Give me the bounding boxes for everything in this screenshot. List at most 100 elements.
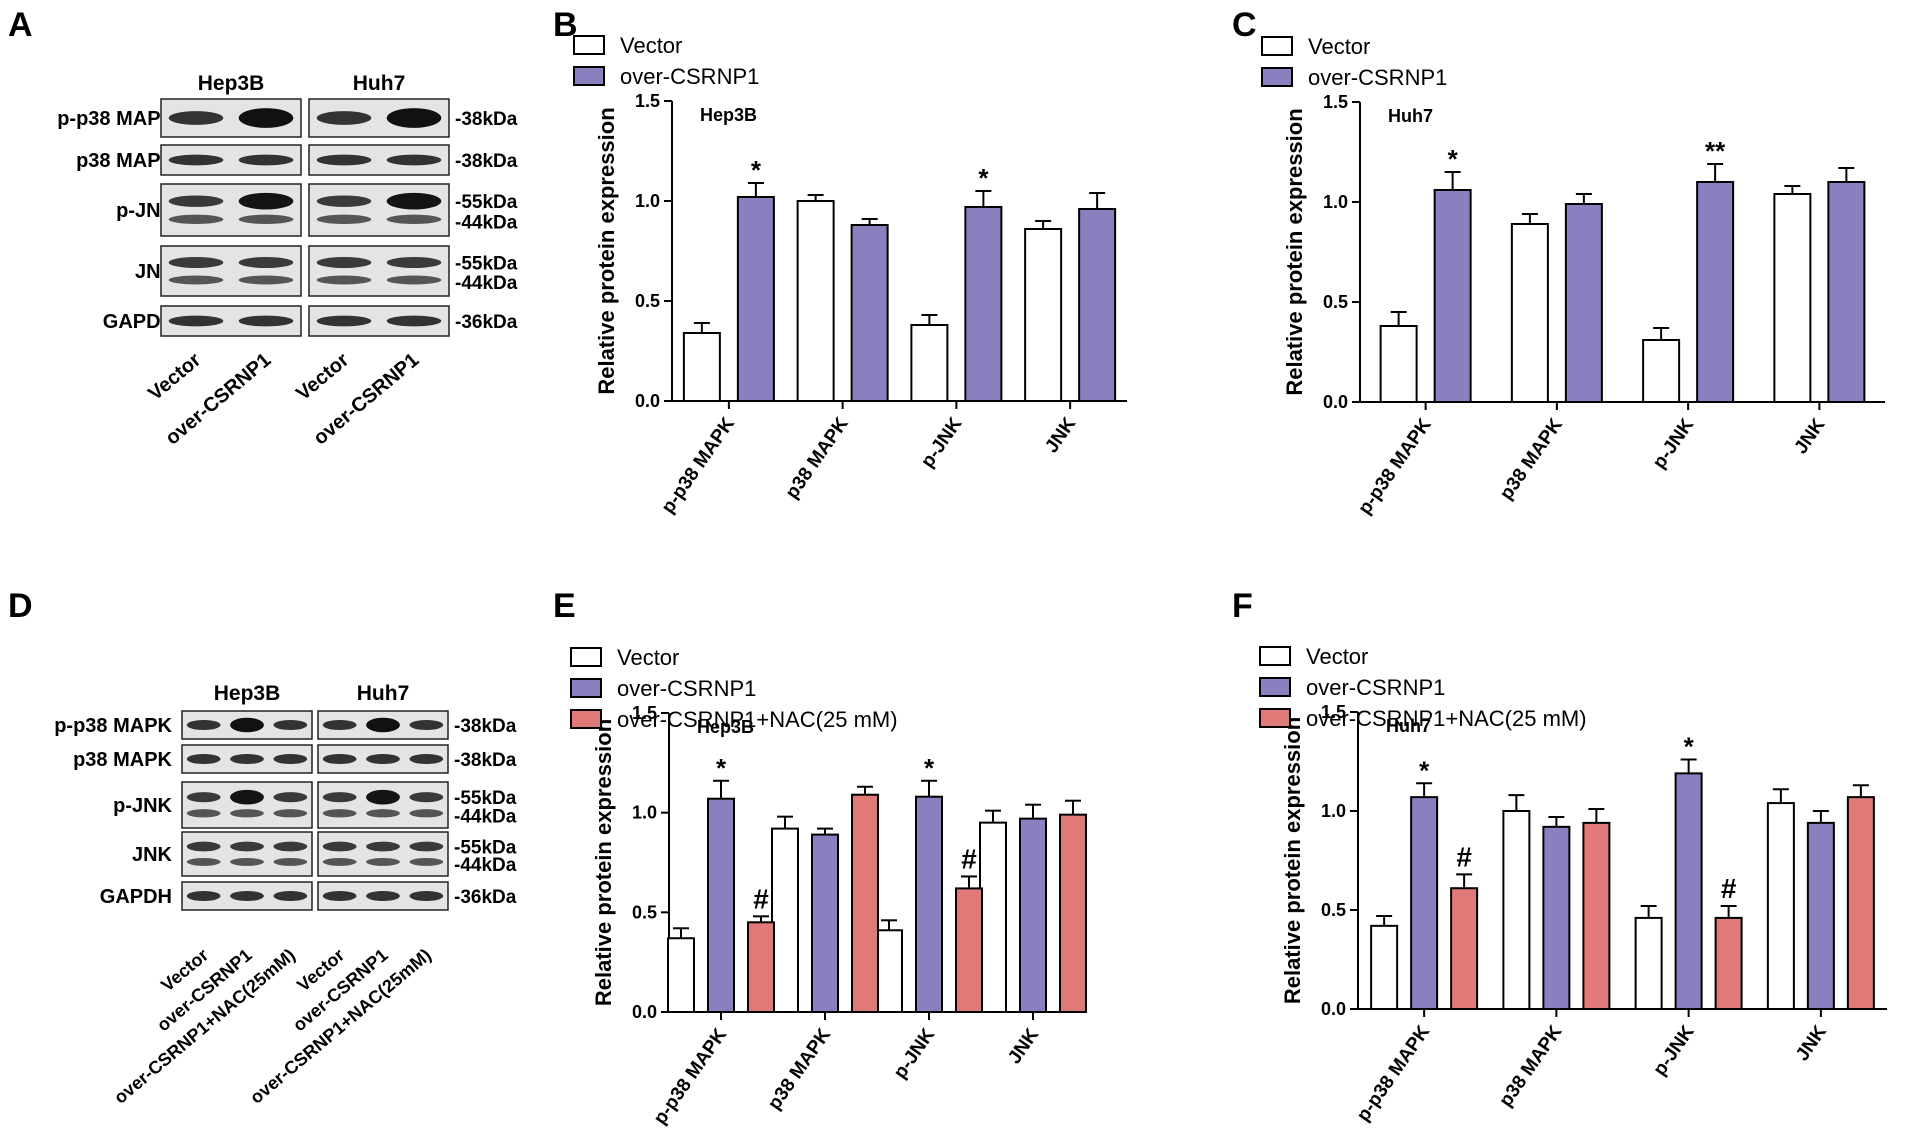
lane-label: Vector — [292, 349, 353, 405]
protein-band — [168, 214, 224, 225]
cell-line-label: Hep3B — [198, 72, 265, 95]
protein-band — [322, 719, 357, 731]
legend-swatch — [1259, 677, 1291, 697]
kda-label: -44kDa — [454, 806, 517, 827]
bar — [875, 929, 903, 1013]
kda-label: -38kDa — [455, 151, 518, 172]
legend-label: Vector — [1306, 644, 1368, 669]
y-tick-label: 0.0 — [1323, 392, 1348, 412]
protein-band — [366, 841, 400, 852]
bar — [850, 224, 889, 402]
y-tick-label: 1.5 — [632, 703, 657, 723]
significance-mark: * — [978, 163, 989, 193]
bar — [1773, 193, 1812, 403]
bar — [736, 196, 775, 402]
legend-label: over-CSRNP1+NAC(25 mM) — [617, 707, 898, 732]
panel-letter-a: A — [8, 6, 33, 44]
y-tick-label: 0.5 — [632, 902, 657, 922]
x-tick-label: p38 MAPK — [1495, 1022, 1566, 1111]
y-tick-label: 0.0 — [1321, 999, 1346, 1019]
x-tick-label: p-p38 MAPK — [1354, 415, 1436, 519]
legend-label: Vector — [1308, 34, 1370, 59]
protein-band — [322, 753, 357, 765]
protein-band — [316, 214, 372, 225]
protein-band — [168, 275, 224, 285]
x-tick-label: p-JNK — [1649, 1022, 1698, 1080]
bar — [1510, 223, 1549, 403]
panel-letter-e: E — [553, 587, 576, 625]
protein-band — [168, 195, 224, 207]
protein-band — [322, 857, 357, 866]
bar-chart-c: 0.0 0.5 1.0 1.5 Relative protein expression H… — [1261, 34, 1885, 519]
protein-band — [186, 857, 221, 866]
protein-band — [230, 857, 264, 866]
panel-letter-f: F — [1232, 587, 1253, 625]
protein-band — [186, 792, 221, 803]
bar — [915, 795, 943, 1013]
bar — [1379, 325, 1418, 403]
bar — [682, 332, 721, 402]
x-tick-label: p-p38 MAPK — [650, 1025, 732, 1129]
protein-band — [186, 719, 221, 731]
bar — [1634, 916, 1663, 1010]
protein-band — [230, 809, 264, 818]
y-tick-label: 0.0 — [632, 1002, 657, 1022]
protein-band — [316, 111, 372, 125]
protein-band — [186, 809, 221, 818]
bar — [771, 827, 799, 1014]
bar — [1019, 817, 1047, 1013]
bar — [1433, 189, 1472, 403]
protein-band — [409, 890, 444, 902]
protein-band — [238, 257, 294, 268]
protein-band — [322, 841, 357, 852]
bar — [1674, 772, 1703, 1010]
bar — [1410, 796, 1439, 1011]
y-axis-label: Relative protein expression — [1280, 717, 1305, 1004]
cell-line-label: Huh7 — [357, 682, 410, 705]
protein-band — [322, 890, 357, 902]
x-tick-label: JNK — [1790, 415, 1829, 458]
blot-panel — [317, 781, 449, 829]
protein-band — [316, 257, 372, 268]
protein-band — [386, 108, 442, 128]
protein-band — [386, 257, 442, 268]
protein-band — [238, 275, 294, 285]
kda-label: -44kDa — [455, 273, 518, 294]
chart-title: Hep3B — [697, 717, 754, 737]
legend-swatch — [573, 66, 605, 86]
y-tick-label: 0.5 — [1323, 292, 1348, 312]
significance-mark: * — [1448, 144, 1459, 174]
protein-band — [316, 195, 372, 207]
legend-swatch — [1261, 67, 1293, 87]
protein-band — [186, 841, 221, 852]
cell-line-label: Hep3B — [214, 682, 281, 705]
significance-mark: * — [1419, 755, 1430, 785]
bar — [1502, 810, 1531, 1010]
kda-label: -36kDa — [455, 312, 518, 333]
protein-band — [386, 192, 442, 210]
bar — [1059, 813, 1087, 1013]
x-tick-label: p38 MAPK — [764, 1025, 835, 1114]
significance-mark: # — [1456, 841, 1472, 872]
protein-band — [316, 154, 372, 166]
legend-swatch — [1259, 708, 1291, 728]
protein-row-label: GAPDH — [103, 311, 175, 333]
protein-row-label: p38 MAPK — [76, 150, 175, 172]
bar — [796, 200, 835, 402]
blot-panel — [160, 245, 302, 297]
bar — [1582, 821, 1611, 1010]
blot-panel — [317, 831, 449, 877]
protein-band — [238, 214, 294, 225]
x-tick-label: p38 MAPK — [782, 414, 853, 503]
legend-label: over-CSRNP1 — [620, 64, 759, 89]
legend-swatch — [570, 678, 602, 698]
protein-row-label: GAPDH — [100, 886, 172, 908]
legend-label: Vector — [617, 645, 679, 670]
bar — [707, 797, 735, 1013]
panel-letter-c: C — [1232, 6, 1257, 44]
legend-swatch — [573, 35, 605, 55]
chart-title: Huh7 — [1388, 106, 1433, 126]
protein-band — [386, 275, 442, 285]
kda-label: -38kDa — [454, 716, 517, 737]
significance-mark: # — [961, 843, 977, 874]
